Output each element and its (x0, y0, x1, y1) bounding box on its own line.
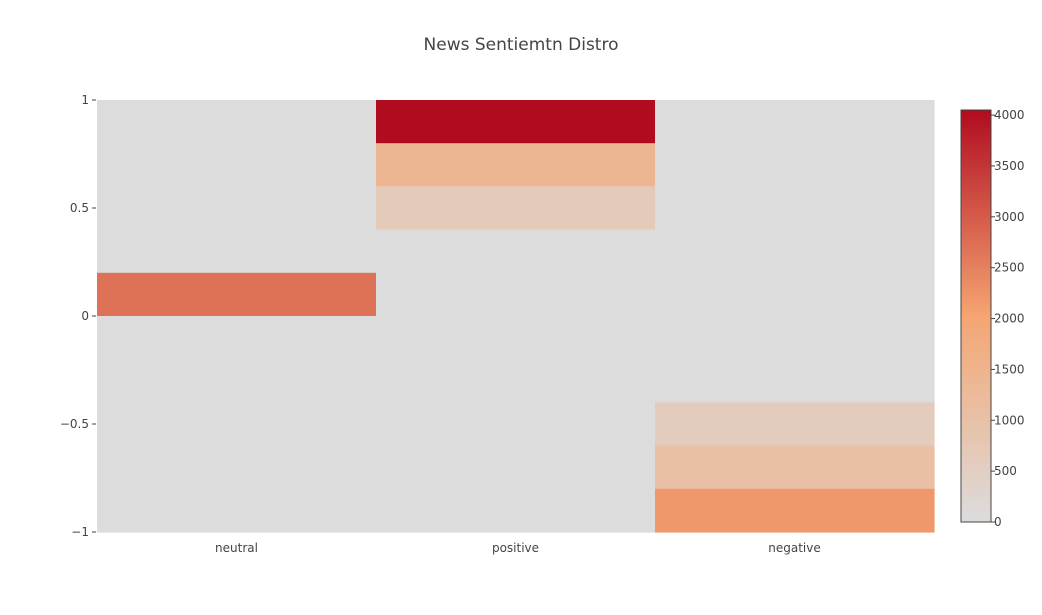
colorbar: 0 500 1000 1500 2000 2500 3000 3500 4000 (960, 108, 1025, 529)
heatmap-cell (655, 359, 935, 403)
heatmap-cell (376, 445, 656, 490)
heatmap-cell (97, 100, 377, 144)
heatmap-cell (97, 272, 377, 317)
heatmap-cell (376, 143, 656, 187)
colorbar-gradient (960, 109, 992, 523)
colorbar-tick-label: 500 (994, 464, 1017, 478)
heatmap-cell (655, 272, 935, 317)
colorbar-tick-label: 0 (994, 515, 1002, 529)
colorbar-tick-label: 2000 (994, 312, 1025, 326)
colorbar-tick-label: 1500 (994, 362, 1025, 376)
heatmap-cell (655, 143, 935, 187)
plot-area (97, 100, 935, 533)
chart-title: News Sentiemtn Distro (424, 35, 619, 55)
y-tick-label: −1 (71, 525, 89, 539)
colorbar-tick-label: 2500 (994, 261, 1025, 275)
heatmap-cell (376, 402, 656, 447)
x-tick-label: negative (768, 541, 820, 555)
heatmap-cell (97, 316, 377, 360)
heatmap-cell (655, 229, 935, 274)
heatmap-cell (655, 316, 935, 360)
heatmap-cell (376, 488, 656, 533)
heatmap-cell (655, 100, 935, 144)
colorbar-tick-label: 3500 (994, 159, 1025, 173)
heatmap-cell (655, 488, 935, 533)
heatmap-cell (376, 100, 656, 144)
heatmap-cell (376, 272, 656, 317)
heatmap-cell (97, 445, 377, 490)
y-axis: 1 0.5 0 −0.5 −1 (60, 93, 96, 539)
y-tick-label: 1 (81, 93, 89, 107)
heatmap-cell (655, 186, 935, 231)
heatmap-cell (655, 402, 935, 447)
heatmap-cell (97, 186, 377, 231)
heatmap-cell (97, 402, 377, 447)
heatmap-cell (376, 229, 656, 274)
y-tick-label: 0 (81, 309, 89, 323)
y-tick-label: 0.5 (70, 201, 89, 215)
x-tick-label: positive (492, 541, 539, 555)
y-tick-label: −0.5 (60, 417, 89, 431)
x-axis: neutral positive negative (215, 541, 821, 555)
colorbar-tick-label: 1000 (994, 413, 1025, 427)
heatmap-cell (376, 186, 656, 231)
heatmap-cell (376, 316, 656, 360)
heatmap-cell (97, 143, 377, 187)
heatmap-cell (97, 488, 377, 533)
x-tick-label: neutral (215, 541, 258, 555)
colorbar-tick-label: 3000 (994, 210, 1025, 224)
colorbar-tick-label: 4000 (994, 108, 1025, 122)
heatmap-cell (97, 229, 377, 274)
heatmap-cell (97, 359, 377, 403)
heatmap-cell (655, 445, 935, 490)
heatmap-cell (376, 359, 656, 403)
